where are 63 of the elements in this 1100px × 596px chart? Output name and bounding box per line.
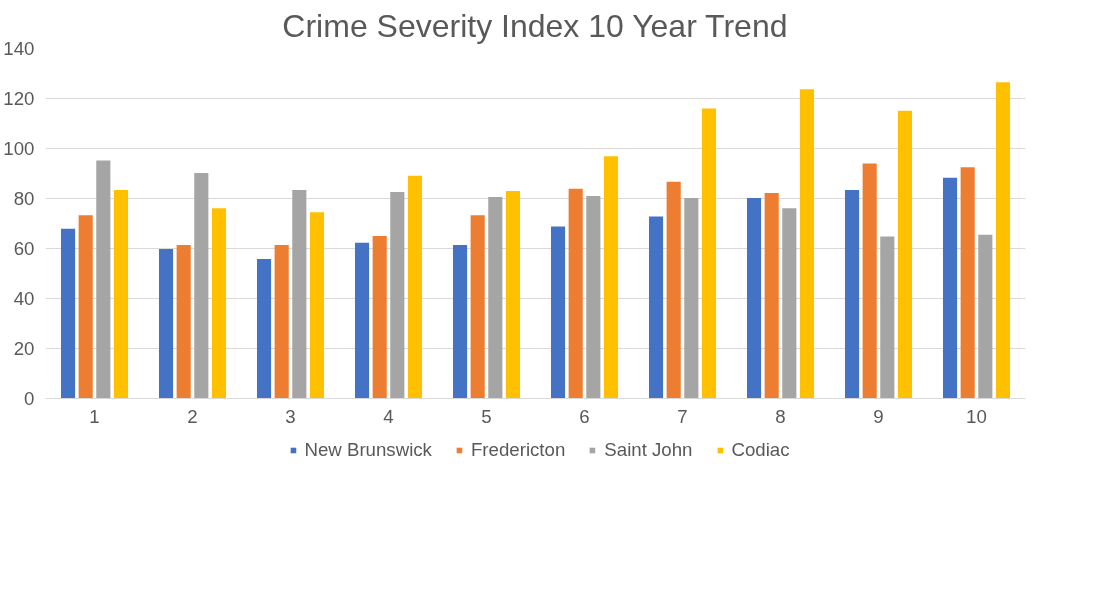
- bar: [309, 212, 325, 399]
- bar: [176, 245, 191, 399]
- x-tick-label: 10: [966, 405, 987, 427]
- bar: [897, 110, 913, 399]
- bar: [158, 249, 174, 399]
- y-tick-label: 100: [3, 138, 35, 159]
- legend-label: Saint John: [604, 439, 693, 461]
- y-tick-label: 140: [3, 38, 35, 59]
- bar: [568, 188, 583, 399]
- bar: [96, 160, 111, 399]
- x-tick-label: 8: [775, 405, 786, 427]
- bar: [372, 236, 387, 399]
- y-tick-label: 80: [13, 188, 35, 209]
- bar: [256, 259, 272, 399]
- bar: [470, 215, 485, 399]
- bar: [960, 167, 975, 399]
- bar: [648, 216, 664, 399]
- x-tick-label: 6: [579, 405, 590, 427]
- bar: [211, 208, 227, 399]
- legend-label: New Brunswick: [304, 439, 432, 461]
- bar: [113, 190, 129, 399]
- y-tick-label: 60: [13, 238, 35, 259]
- x-tick-label: 9: [873, 405, 884, 427]
- y-tick-label: 20: [13, 338, 35, 359]
- bar: [701, 108, 717, 399]
- bar: [550, 226, 566, 399]
- y-tick-label: 40: [13, 288, 35, 309]
- bar: [799, 89, 815, 399]
- chart-title: Crime Severity Index 10 Year Trend: [282, 7, 788, 44]
- bar: [452, 245, 468, 399]
- x-tick-label: 5: [481, 405, 492, 427]
- x-tick-label: 4: [383, 405, 394, 427]
- y-tick-label: 120: [3, 88, 35, 109]
- bar: [586, 196, 601, 399]
- bar: [862, 163, 877, 399]
- bar: [844, 190, 860, 399]
- x-tick-label: 7: [677, 405, 688, 427]
- bar: [880, 236, 895, 399]
- bar: [978, 234, 993, 399]
- bar: [194, 173, 209, 399]
- x-tick-label: 2: [187, 405, 198, 427]
- bar: [354, 242, 370, 399]
- bar: [60, 228, 76, 399]
- bar: [746, 198, 762, 399]
- bar: [995, 82, 1011, 399]
- bar: [684, 198, 699, 399]
- x-tick-label: 1: [89, 405, 100, 427]
- legend-label: Codiac: [731, 439, 790, 461]
- y-tick-label: 0: [24, 388, 35, 409]
- bar: [782, 208, 797, 399]
- bar: [488, 197, 503, 399]
- legend-label: Fredericton: [470, 439, 566, 461]
- bar: [274, 245, 289, 399]
- bar: [78, 215, 93, 399]
- bar: [764, 193, 779, 399]
- bar: [942, 177, 958, 399]
- bar: [666, 181, 681, 399]
- x-tick-label: 3: [285, 405, 296, 427]
- bar: [505, 191, 521, 399]
- bar: [390, 192, 405, 399]
- bar: [292, 190, 307, 399]
- bar: [407, 175, 423, 399]
- bar: [603, 156, 619, 399]
